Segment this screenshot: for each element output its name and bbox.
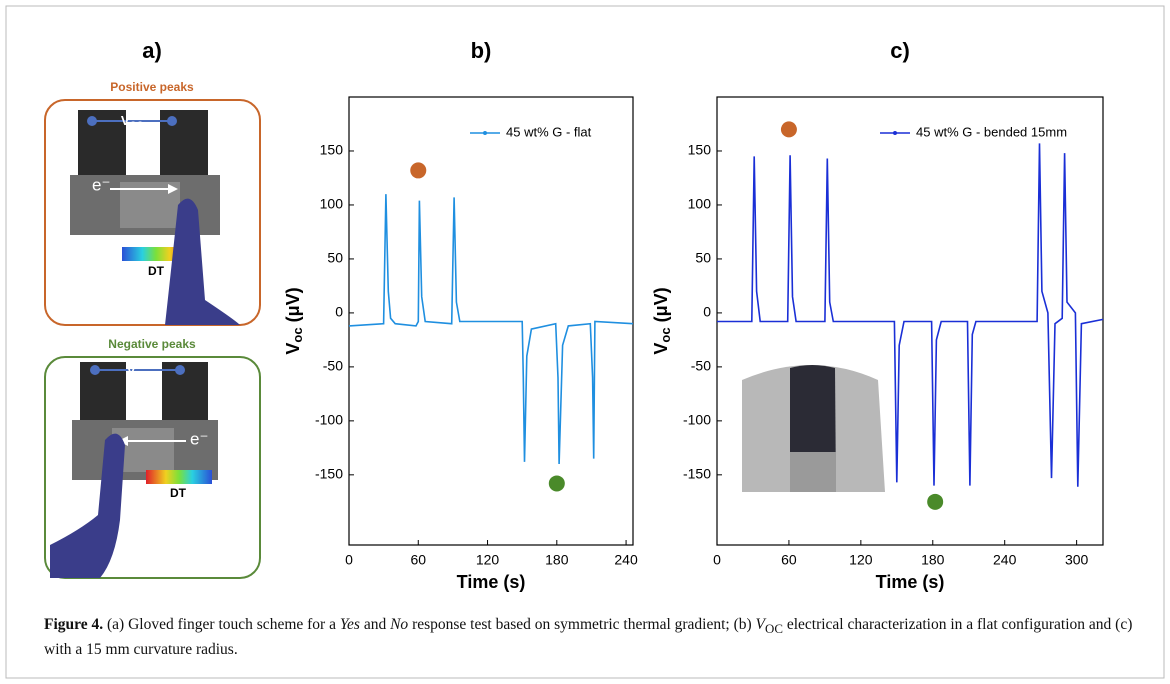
x-tick-label: 60 (410, 552, 426, 568)
y-axis-label: oc (658, 327, 673, 342)
x-axis-label: Time (s) (457, 572, 526, 592)
x-tick-label: 0 (345, 552, 353, 568)
y-axis-label: (μV) (283, 287, 303, 327)
marker-dot (548, 475, 565, 492)
voc-label: VOC (121, 113, 144, 130)
x-tick-label: 240 (614, 552, 638, 568)
y-axis-label: Voc (μV) (651, 287, 674, 354)
plot-frame (348, 96, 634, 546)
electron-label: e⁻ (92, 175, 110, 194)
x-tick-label: 60 (781, 552, 797, 568)
arrow-head (168, 184, 178, 194)
negative-title: Negative peaks (108, 337, 196, 351)
panel-label: b) (471, 38, 492, 63)
x-tick-label: 300 (1065, 552, 1089, 568)
legend-marker (483, 131, 487, 135)
contact (87, 116, 97, 126)
y-axis-label: V (283, 343, 303, 355)
caption-text: OC (765, 621, 783, 637)
negative-frame (44, 356, 261, 579)
y-tick-label: -50 (691, 358, 711, 374)
x-axis-label: Time (s) (876, 572, 945, 592)
x-tick-label: 0 (713, 552, 721, 568)
y-axis-label: Voc (μV) (283, 287, 306, 354)
finger (165, 198, 240, 325)
y-axis-label: oc (290, 327, 305, 342)
y-axis-label: V (651, 343, 671, 355)
panel-label: a) (142, 38, 162, 63)
finger (50, 433, 125, 578)
data-line (348, 194, 634, 465)
x-tick-label: 180 (545, 552, 569, 568)
electron-label: e⁻ (190, 429, 208, 448)
y-tick-label: -150 (683, 466, 711, 482)
caption-text: Yes (339, 616, 360, 633)
y-tick-label: 100 (320, 196, 344, 212)
y-tick-label: 50 (327, 250, 343, 266)
caption-text: response test based on symmetric thermal… (408, 616, 756, 633)
marker-dot (780, 121, 797, 138)
y-tick-label: 50 (695, 250, 711, 266)
y-tick-label: 100 (688, 196, 712, 212)
y-tick-label: 0 (703, 304, 711, 320)
legend-label: 45 wt% G - flat (506, 124, 592, 139)
data-line (717, 143, 1104, 487)
gradient-bar (146, 470, 212, 484)
y-tick-label: -100 (683, 412, 711, 428)
x-tick-label: 180 (921, 552, 945, 568)
marker-dot (927, 493, 944, 510)
caption-text: (a) Gloved finger touch scheme for a (107, 616, 340, 633)
x-tick-label: 120 (849, 552, 873, 568)
caption: Figure 4. (a) Gloved finger touch scheme… (44, 614, 1134, 660)
dt-label: DT (170, 486, 187, 500)
positive-frame (44, 99, 261, 326)
contact (90, 365, 100, 375)
y-tick-label: -100 (315, 412, 343, 428)
x-tick-label: 240 (993, 552, 1017, 568)
caption-text: No (390, 616, 409, 633)
y-axis-label: (μV) (651, 287, 671, 327)
y-tick-label: 0 (335, 304, 343, 320)
caption-text: V (755, 616, 766, 633)
caption-text: and (359, 616, 391, 633)
y-tick-label: -150 (315, 466, 343, 482)
y-tick-label: 150 (688, 142, 712, 158)
legend-label: 45 wt% G - bended 15mm (916, 124, 1067, 139)
caption-label: Figure 4. (44, 616, 104, 633)
contact (175, 365, 185, 375)
x-tick-label: 120 (476, 552, 500, 568)
panel-label: c) (890, 38, 910, 63)
figure-border (5, 5, 1165, 679)
inset-photo (790, 452, 836, 492)
contact (167, 116, 177, 126)
dt-label: DT (148, 264, 165, 278)
legend-marker (893, 131, 897, 135)
positive-title: Positive peaks (110, 80, 194, 94)
caption-text: electrical characterization in a flat co… (44, 616, 1133, 659)
y-tick-label: -50 (323, 358, 343, 374)
y-tick-label: 150 (320, 142, 344, 158)
voc-label: VOC (127, 363, 150, 380)
marker-dot (410, 162, 427, 179)
